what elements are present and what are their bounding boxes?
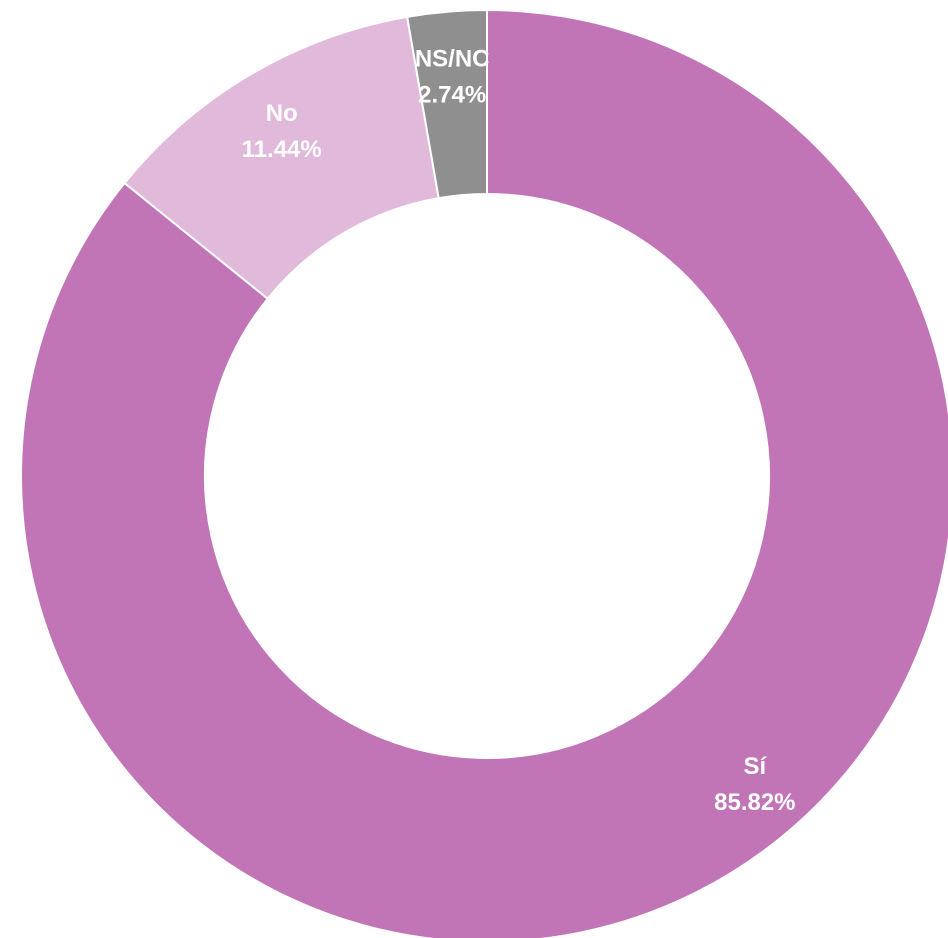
donut-slices [20,8,948,938]
slice-label-si: Sí [743,753,767,780]
slice-label-no: No [266,100,298,127]
donut-labels: Sí 85.82% No 11.44% NS/NC 2.74% [242,45,796,815]
slice-value-no: 11.44% [242,136,322,163]
slice-ns-nc [406,8,488,200]
slice-si [20,8,948,938]
slice-label-ns-nc: NS/NC [415,45,490,72]
slice-value-si: 85.82% [714,789,795,816]
slice-value-ns-nc: 2.74% [418,81,486,108]
